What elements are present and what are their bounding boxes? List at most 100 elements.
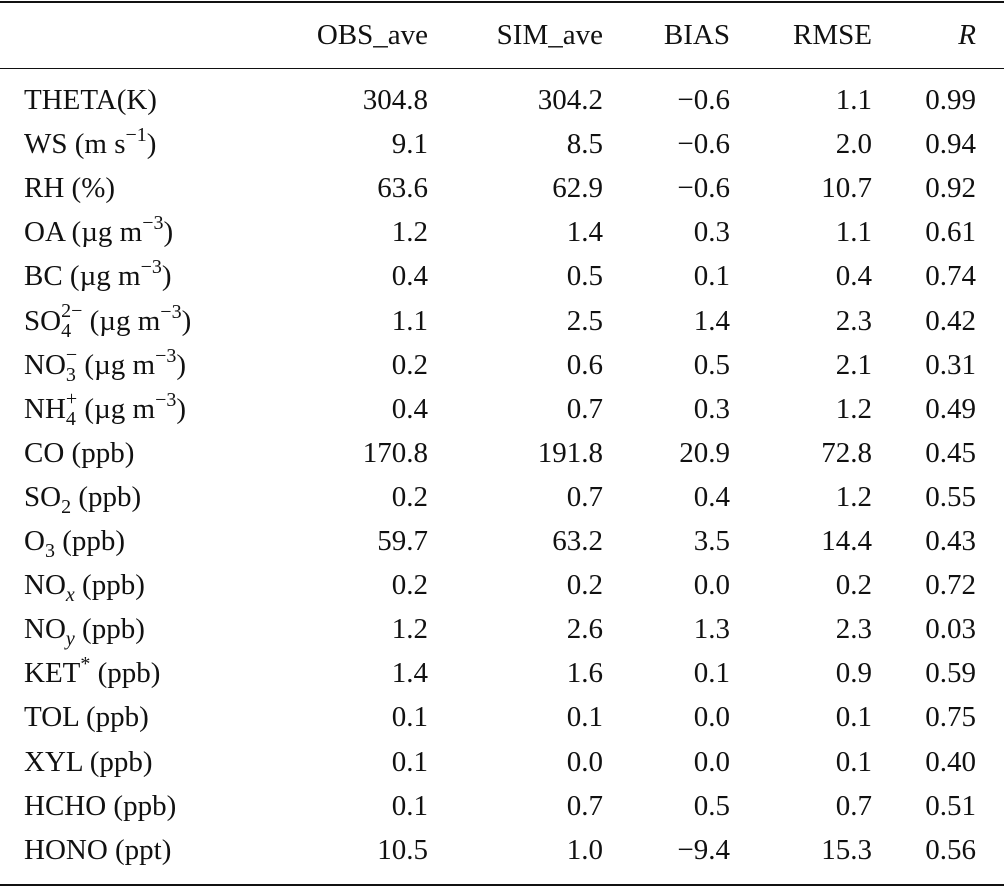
cell-rmse: 0.4: [835, 260, 872, 293]
cell-bias: 0.5: [693, 789, 730, 822]
table-row: HCHO (ppb) 0.1 0.7 0.5 0.7 0.51: [0, 786, 1004, 826]
cell-rmse: 0.7: [835, 789, 872, 822]
table-row: NOy (ppb) 1.2 2.6 1.3 2.3 0.03: [0, 609, 1004, 649]
subscript: 3: [44, 540, 55, 562]
cell-r: 0.61: [925, 216, 976, 249]
label-text: ): [181, 304, 192, 337]
cell-r: 0.99: [925, 84, 976, 116]
cell-bias: 3.5: [693, 525, 730, 557]
label-text: KET: [24, 657, 81, 690]
table-row: XYL (ppb) 0.1 0.0 0.0 0.1 0.40: [0, 742, 1004, 782]
table-row: WS (m s−1) 9.1 8.5 −0.6 2.0 0.94: [0, 124, 1004, 164]
cell-obs-ave: 0.1: [391, 745, 428, 778]
row-label: THETA(K): [24, 80, 157, 120]
subscript: x: [65, 584, 75, 607]
cell-rmse: 0.9: [835, 657, 872, 690]
table-row: NOx (ppb) 0.2 0.2 0.0 0.2 0.72: [0, 565, 1004, 605]
cell-bias: 0.5: [693, 348, 730, 381]
cell-r: 0.59: [925, 657, 976, 690]
subscript: 2: [61, 495, 72, 518]
cell-sim-ave: 1.0: [566, 833, 603, 866]
cell-sim-ave: 63.2: [552, 525, 603, 557]
cell-rmse: 1.1: [835, 84, 872, 116]
cell-r: 0.40: [925, 745, 976, 778]
row-label: SO2 (ppb): [24, 477, 141, 517]
label-text: ): [176, 348, 187, 381]
cell-bias: −0.6: [677, 128, 730, 161]
cell-bias: 0.0: [693, 569, 730, 602]
cell-sim-ave: 0.6: [566, 348, 603, 381]
label-text: CO (ppb): [24, 436, 135, 469]
superscript: −3: [140, 256, 162, 279]
row-label: HCHO (ppb): [24, 786, 176, 826]
row-label: NO −3 (µg m−3): [24, 345, 186, 385]
superscript: *: [80, 653, 91, 676]
cell-bias: 1.3: [693, 613, 730, 646]
subscript: 4: [61, 319, 72, 342]
cell-rmse: 2.3: [835, 304, 872, 337]
cell-sim-ave: 0.1: [566, 701, 603, 734]
label-text: (ppb): [71, 480, 142, 513]
header-bias: BIAS: [663, 19, 730, 51]
label-text: ): [176, 392, 187, 425]
sub-superscript: +4: [66, 389, 77, 429]
cell-r: 0.74: [925, 260, 976, 293]
label-text: WS (m s: [24, 128, 126, 161]
superscript: −3: [142, 212, 164, 235]
row-label: CO (ppb): [24, 433, 134, 473]
label-text: SO: [24, 304, 62, 337]
cell-r: 0.94: [925, 128, 976, 161]
label-text: BC (µg m: [24, 260, 141, 293]
cell-rmse: 72.8: [821, 436, 872, 469]
table-row: TOL (ppb) 0.1 0.1 0.0 0.1 0.75: [0, 697, 1004, 737]
subscript: 4: [65, 408, 76, 431]
label-text: NO: [24, 569, 66, 602]
cell-sim-ave: 0.7: [566, 789, 603, 822]
row-label: O3 (ppb): [24, 521, 125, 561]
header-row: OBS_ave SIM_ave BIAS RMSE R: [0, 15, 1004, 55]
label-text: O: [24, 525, 45, 557]
label-text: (ppb): [74, 569, 145, 602]
label-text: (µg m: [77, 348, 156, 381]
cell-obs-ave: 0.2: [391, 569, 428, 602]
cell-obs-ave: 1.2: [391, 216, 428, 249]
cell-obs-ave: 1.1: [391, 304, 428, 337]
cell-sim-ave: 304.2: [537, 84, 603, 116]
cell-bias: 0.0: [693, 745, 730, 778]
row-label: NH +4 (µg m−3): [24, 389, 186, 429]
cell-r: 0.75: [925, 701, 976, 734]
label-text: RH (%): [24, 172, 116, 205]
cell-r: 0.31: [925, 348, 976, 381]
cell-sim-ave: 0.5: [566, 260, 603, 293]
cell-obs-ave: 10.5: [377, 833, 428, 866]
table-row: CO (ppb) 170.8 191.8 20.9 72.8 0.45: [0, 433, 1004, 473]
cell-r: 0.43: [925, 525, 976, 557]
cell-sim-ave: 191.8: [537, 436, 603, 469]
cell-obs-ave: 0.2: [391, 480, 428, 513]
superscript: −3: [160, 300, 182, 323]
cell-obs-ave: 1.4: [391, 657, 428, 690]
label-text: ): [146, 128, 157, 161]
label-text: (ppb): [74, 613, 145, 646]
bottom-rule: [0, 884, 1004, 886]
superscript: −3: [155, 388, 177, 411]
cell-obs-ave: 170.8: [362, 436, 428, 469]
label-text: (ppb): [54, 525, 126, 557]
label-text: HCHO (ppb): [24, 789, 177, 822]
header-rule: [0, 68, 1004, 69]
cell-rmse: 0.1: [835, 745, 872, 778]
table-row: OA (µg m−3) 1.2 1.4 0.3 1.1 0.61: [0, 212, 1004, 252]
cell-obs-ave: 59.7: [377, 525, 428, 557]
cell-r: 0.51: [925, 789, 976, 822]
table-row: BC (µg m−3) 0.4 0.5 0.1 0.4 0.74: [0, 256, 1004, 296]
label-text: (µg m: [82, 304, 161, 337]
row-label: XYL (ppb): [24, 742, 153, 782]
cell-bias: 1.4: [693, 304, 730, 337]
cell-sim-ave: 0.7: [566, 392, 603, 425]
row-label: OA (µg m−3): [24, 212, 173, 252]
cell-rmse: 1.2: [835, 392, 872, 425]
cell-rmse: 14.4: [821, 525, 872, 557]
row-label: KET* (ppb): [24, 653, 160, 693]
cell-r: 0.56: [925, 833, 976, 866]
cell-sim-ave: 1.6: [566, 657, 603, 690]
